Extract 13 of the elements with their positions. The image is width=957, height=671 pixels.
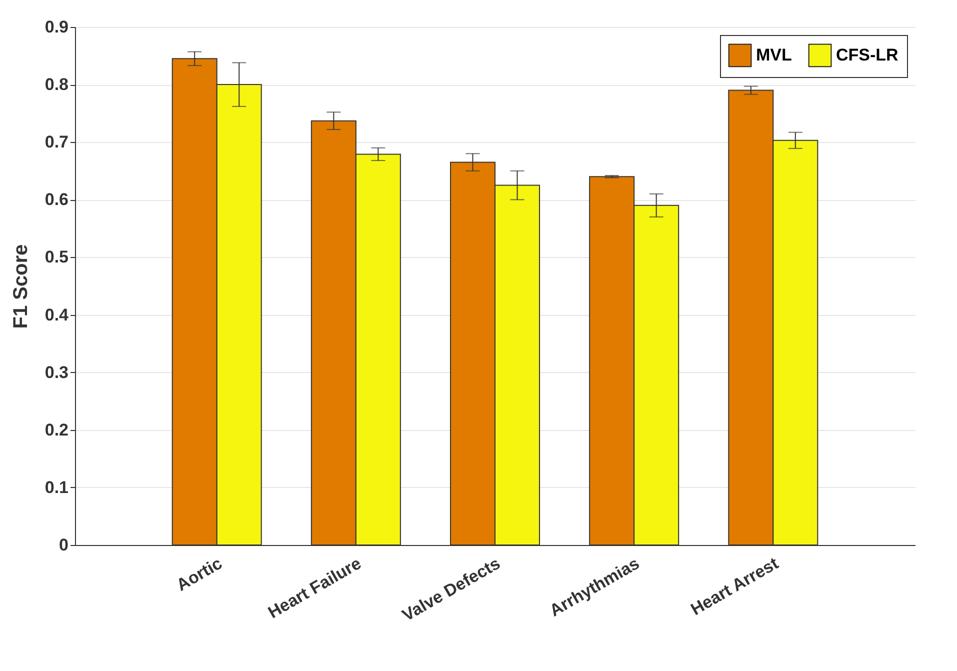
y-tick-label: 0.8 xyxy=(44,75,68,94)
legend-label: CFS-LR xyxy=(836,45,898,64)
legend-label: MVL xyxy=(756,45,792,64)
y-tick-label: 0.3 xyxy=(44,362,68,382)
y-tick-label: 0.4 xyxy=(44,305,70,324)
y-tick-label: 0.6 xyxy=(44,190,68,210)
y-tick-label: 0 xyxy=(59,536,68,554)
y-tick-label: 0.9 xyxy=(44,18,68,36)
y-axis-title: F1 Score xyxy=(10,244,32,329)
y-tick-label: 0.5 xyxy=(44,248,68,267)
y-tick-label: 0.1 xyxy=(44,478,68,497)
y-tick-label: 0.2 xyxy=(44,420,68,440)
y-tick-label: 0.7 xyxy=(44,132,68,152)
